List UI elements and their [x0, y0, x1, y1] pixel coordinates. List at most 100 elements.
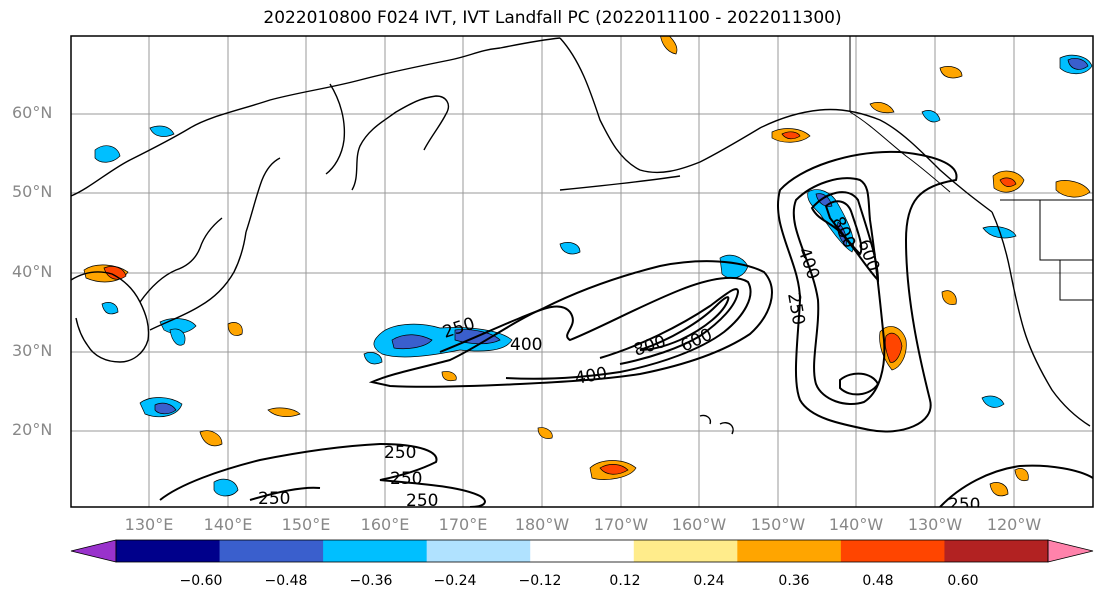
contour-600-west — [599, 288, 740, 365]
colorbar-tick-label: −0.60 — [179, 573, 223, 589]
pc-blob-strong-positive — [781, 131, 801, 140]
contour-label: 250 — [258, 489, 290, 509]
contour-250-west — [368, 260, 773, 388]
pc-blob-negative — [213, 478, 239, 497]
colorbar-tick-label: −0.36 — [349, 573, 393, 589]
contour-label: 600 — [853, 237, 883, 274]
lon-label: 180°W — [514, 515, 570, 534]
colorbar-tick-label: 0.48 — [862, 573, 894, 589]
colorbar-segment — [426, 540, 531, 562]
lon-label: 160°W — [671, 515, 727, 534]
pc-blob-negative — [149, 125, 175, 137]
graticule — [71, 36, 1093, 507]
contour-label: 250 — [948, 495, 980, 515]
lat-label: 40°N — [12, 262, 53, 281]
pc-blob-positive — [441, 371, 457, 382]
pc-blob-positive — [267, 407, 301, 417]
pc-blob-positive — [1014, 468, 1029, 482]
colorbar-tick-label: 0.12 — [609, 573, 641, 589]
colorbar-segment — [944, 540, 1049, 562]
lon-label: 170°W — [593, 515, 649, 534]
pc-blob-positive — [939, 66, 963, 79]
pc-blob-negative — [101, 302, 119, 315]
contour-label: 250 — [390, 469, 422, 489]
pc-blob-positive — [227, 322, 243, 336]
pc-blob-positive — [537, 427, 553, 439]
pc-blob-negative — [719, 254, 749, 279]
pc-blob-strong-negative — [391, 334, 433, 350]
lat-label: 50°N — [12, 182, 53, 201]
figure-title: 2022010800 F024 IVT, IVT Landfall PC (20… — [263, 8, 842, 28]
pc-blob-strong-positive — [999, 177, 1017, 187]
pc-blob-negative — [559, 242, 581, 255]
colorbar-segment — [737, 540, 842, 562]
pc-blob-positive — [989, 482, 1009, 497]
contour-label: 400 — [510, 335, 542, 355]
map-frame — [70, 35, 1094, 508]
contour-800-west — [639, 296, 730, 351]
colorbar-frame — [115, 539, 1049, 563]
contour-600-east — [810, 191, 880, 283]
colorbar-tick-label: 0.24 — [693, 573, 725, 589]
pc-blob-positive — [1055, 180, 1091, 198]
colorbar-tick-label: −0.12 — [518, 573, 562, 589]
lon-label: 120°W — [986, 515, 1042, 534]
pc-blob-positive — [869, 102, 895, 114]
colorbar-segment — [116, 540, 221, 562]
lon-label: 150°E — [281, 515, 331, 534]
pc-blob-strong-negative — [154, 402, 177, 415]
pc-blob-strong-negative — [1067, 58, 1089, 70]
colorbar-extend-max — [1047, 539, 1094, 563]
colorbar-segment — [530, 540, 635, 562]
country-borders — [849, 36, 1093, 301]
contour-label: 250 — [384, 443, 416, 463]
contour-250-east — [777, 150, 958, 433]
lon-label: 160°E — [360, 515, 410, 534]
lat-label: 20°N — [12, 420, 53, 439]
pc-blob-strong-positive — [599, 464, 629, 475]
lat-label: 60°N — [12, 103, 53, 122]
contour-250-south2 — [249, 486, 321, 501]
lat-label: 30°N — [12, 341, 53, 360]
colorbar-tick-label: −0.24 — [433, 573, 477, 589]
lon-label: 170°E — [438, 515, 488, 534]
colorbar-tick-label: 0.60 — [947, 573, 979, 589]
colorbar-segment — [840, 540, 945, 562]
pc-blob-negative — [94, 145, 121, 163]
contour-800-east — [824, 200, 863, 256]
pc-blob-negative — [363, 352, 383, 365]
contour-label: 250 — [406, 491, 438, 511]
colorbar-tick-label: 0.36 — [778, 573, 810, 589]
contour-250-south — [159, 442, 486, 507]
colorbar-segment — [323, 540, 428, 562]
lon-label: 140°W — [828, 515, 884, 534]
lon-label: 130°E — [124, 515, 174, 534]
contour-250-se — [939, 464, 1093, 507]
lon-label: 150°W — [750, 515, 806, 534]
colorbar-segment — [219, 540, 324, 562]
pc-blob-strong-positive — [884, 332, 903, 363]
pc-blob-positive — [199, 430, 223, 447]
lon-label: 130°W — [907, 515, 963, 534]
colorbar-extend-min — [70, 539, 117, 563]
contour-400-west — [439, 276, 752, 380]
contour-label: 800 — [631, 332, 668, 361]
pc-blob-positive — [941, 290, 957, 305]
pc-blob-negative — [981, 395, 1005, 408]
contour-250-inner-east — [839, 372, 880, 396]
colorbar-tick-label: −0.48 — [264, 573, 308, 589]
ivt-contours — [159, 150, 1093, 507]
coastlines — [71, 37, 1091, 435]
lon-label: 140°E — [203, 515, 253, 534]
colorbar-segment — [633, 540, 738, 562]
pc-shading — [83, 36, 1093, 497]
contour-label: 250 — [783, 291, 808, 326]
pc-blob-negative — [921, 110, 941, 123]
pc-blob-strong-positive — [103, 266, 127, 280]
colorbar — [70, 539, 1094, 563]
contour-label: 400 — [573, 364, 608, 389]
pc-blob-negative — [159, 318, 197, 334]
pc-blob-positive — [660, 36, 678, 55]
pc-blob-negative — [169, 328, 186, 346]
